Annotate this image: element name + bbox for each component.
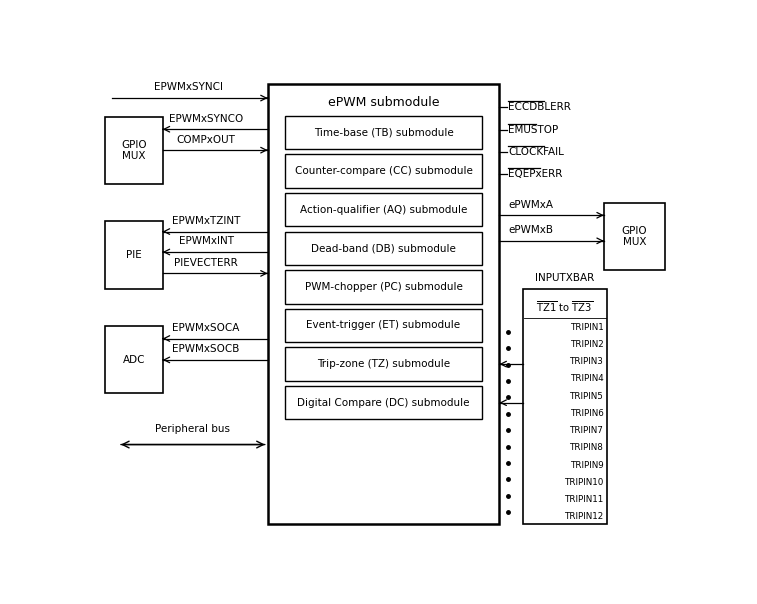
Text: ADC: ADC xyxy=(123,355,145,365)
Text: TRIPIN8: TRIPIN8 xyxy=(569,443,603,452)
Text: Action-qualifier (AQ) submodule: Action-qualifier (AQ) submodule xyxy=(300,205,467,214)
Bar xyxy=(285,270,482,304)
Text: COMPxOUT: COMPxOUT xyxy=(176,135,235,144)
Text: PWM-chopper (PC) submodule: PWM-chopper (PC) submodule xyxy=(304,282,463,292)
Text: EPWMxTZINT: EPWMxTZINT xyxy=(172,216,240,226)
Text: EPWMxSOCA: EPWMxSOCA xyxy=(173,323,240,333)
Text: TRIPIN7: TRIPIN7 xyxy=(569,426,603,435)
Text: $\overline{\rm TZ1}$ to $\overline{\rm TZ3}$: $\overline{\rm TZ1}$ to $\overline{\rm T… xyxy=(536,299,593,314)
Bar xyxy=(105,326,163,393)
Text: PIE: PIE xyxy=(126,250,142,260)
Text: Event-trigger (ET) submodule: Event-trigger (ET) submodule xyxy=(307,321,460,330)
Text: TRIPIN5: TRIPIN5 xyxy=(569,391,603,400)
Bar xyxy=(523,289,607,524)
Text: EMUSTOP: EMUSTOP xyxy=(508,124,559,135)
Text: TRIPIN3: TRIPIN3 xyxy=(569,357,603,366)
Bar xyxy=(285,309,482,342)
Bar xyxy=(105,221,163,289)
Bar xyxy=(285,386,482,419)
Text: GPIO
MUX: GPIO MUX xyxy=(621,226,647,247)
Bar xyxy=(285,116,482,149)
Text: Trip-zone (TZ) submodule: Trip-zone (TZ) submodule xyxy=(317,359,450,369)
Text: ePWMxA: ePWMxA xyxy=(508,200,553,210)
Text: INPUTXBAR: INPUTXBAR xyxy=(535,273,594,283)
Text: Digital Compare (DC) submodule: Digital Compare (DC) submodule xyxy=(298,397,470,408)
Text: Counter-compare (CC) submodule: Counter-compare (CC) submodule xyxy=(294,166,472,176)
Text: Dead-band (DB) submodule: Dead-band (DB) submodule xyxy=(311,243,456,253)
Text: GPIO
MUX: GPIO MUX xyxy=(121,140,147,161)
Text: Time-base (TB) submodule: Time-base (TB) submodule xyxy=(313,127,453,138)
Text: EPWMxINT: EPWMxINT xyxy=(179,236,234,246)
Text: EPWMxSYNCO: EPWMxSYNCO xyxy=(169,114,243,124)
Text: TRIPIN6: TRIPIN6 xyxy=(569,409,603,418)
Text: TRIPIN10: TRIPIN10 xyxy=(564,478,603,487)
Bar xyxy=(268,84,500,524)
Text: TRIPIN9: TRIPIN9 xyxy=(569,460,603,469)
Text: EPWMxSOCB: EPWMxSOCB xyxy=(173,344,240,355)
Text: Peripheral bus: Peripheral bus xyxy=(155,425,230,434)
Text: TRIPIN11: TRIPIN11 xyxy=(564,495,603,504)
Text: TRIPIN12: TRIPIN12 xyxy=(564,512,603,521)
Bar xyxy=(285,347,482,381)
Text: CLOCKFAIL: CLOCKFAIL xyxy=(508,147,564,157)
Bar xyxy=(285,231,482,265)
Text: ePWM submodule: ePWM submodule xyxy=(328,96,439,109)
Text: PIEVECTERR: PIEVECTERR xyxy=(174,258,238,268)
Text: EQEPxERR: EQEPxERR xyxy=(508,169,562,179)
Bar xyxy=(105,117,163,184)
Text: ePWMxB: ePWMxB xyxy=(508,225,553,235)
Text: TRIPIN2: TRIPIN2 xyxy=(569,340,603,349)
Text: TRIPIN1: TRIPIN1 xyxy=(569,323,603,332)
Text: EPWMxSYNCI: EPWMxSYNCI xyxy=(154,83,223,92)
Text: TRIPIN4: TRIPIN4 xyxy=(569,374,603,384)
Bar xyxy=(285,155,482,188)
Text: ECCDBLERR: ECCDBLERR xyxy=(508,102,571,112)
Bar xyxy=(604,203,665,270)
Bar xyxy=(285,193,482,226)
